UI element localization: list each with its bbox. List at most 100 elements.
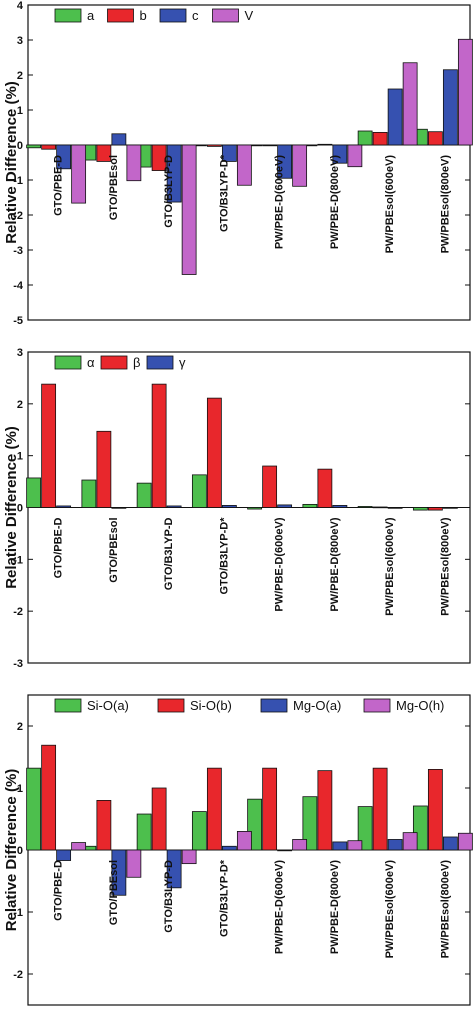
bar-β-6 <box>317 468 333 508</box>
bar-Mg-O(a)-1 <box>56 849 72 861</box>
legend-label: a <box>87 8 95 23</box>
y-tick-label: -3 <box>13 658 23 670</box>
bar-V-2 <box>126 144 142 182</box>
legend-label: Mg-O(h) <box>396 698 444 713</box>
bar-Mg-O(h)-4 <box>236 831 252 851</box>
bar-b-5 <box>262 144 278 147</box>
bar-Mg-O(h)-6 <box>347 840 363 851</box>
legend-swatch <box>146 355 174 370</box>
chart-panel-1: -5 -4 -3 -2 -1 0 1 2 3 4 Relative Difference (%) GT… <box>3 0 473 327</box>
category-label: PW/PBE-D(800eV) <box>329 155 341 249</box>
bar-Mg-O(a)-2 <box>111 849 127 896</box>
legend-label: α <box>87 355 95 370</box>
y-tick-label: -5 <box>13 315 23 327</box>
bar-V-8 <box>457 38 473 146</box>
category-label: GTO/PBEsol <box>108 860 120 925</box>
y-tick-label: 0 <box>17 140 23 152</box>
y-tick-label: -1 <box>13 175 23 187</box>
bar-Mg-O(h)-8 <box>457 832 473 851</box>
legend-label: c <box>192 8 199 23</box>
bar-V-5 <box>292 144 308 187</box>
y-tick-label: 2 <box>17 721 23 733</box>
category-label: GTO/B3LYP-D <box>163 860 175 933</box>
category-label: GTO/PBE-D <box>53 860 65 921</box>
legend: α β γ <box>54 355 186 370</box>
bar-Si-O(b)-7 <box>372 767 388 851</box>
legend-swatch <box>54 355 82 370</box>
y-tick-label: -2 <box>13 969 23 981</box>
legend-label: b <box>140 8 147 23</box>
y-tick-label: 2 <box>17 399 23 411</box>
legend-swatch <box>260 698 288 713</box>
bar-b-7 <box>372 131 388 146</box>
y-axis-title: Relative Difference (%) <box>3 81 20 244</box>
category-label: PW/PBE-D(600eV) <box>274 155 286 249</box>
bar-Si-O(a)-3 <box>136 813 152 851</box>
legend-swatch <box>363 698 391 713</box>
bar-V-7 <box>402 62 418 146</box>
legend-swatch <box>54 698 82 713</box>
y-tick-label: 2 <box>17 70 23 82</box>
category-label: PW/PBEsol(600eV) <box>384 155 396 254</box>
bar-b-3 <box>151 144 167 171</box>
category-label: GTO/B3LYP-D* <box>218 517 230 595</box>
bar-α-4 <box>191 474 207 508</box>
bar-c-6 <box>332 144 348 164</box>
bar-Si-O(b)-3 <box>151 787 167 851</box>
category-label: PW/PBEsol(600eV) <box>384 517 396 616</box>
y-tick-label: -1 <box>13 554 23 566</box>
bar-Si-O(a)-7 <box>357 806 373 851</box>
bar-V-4 <box>236 144 252 186</box>
bar-Si-O(b)-5 <box>262 767 278 851</box>
bar-β-1 <box>41 383 57 508</box>
bar-γ-4 <box>221 505 237 508</box>
bar-Si-O(b)-2 <box>96 800 112 851</box>
legend-swatch <box>54 8 82 23</box>
bar-α-1 <box>26 477 42 508</box>
legend-label: V <box>245 8 254 23</box>
y-axis-title: Relative Difference (%) <box>3 426 20 589</box>
bar-V-6 <box>347 144 363 168</box>
legend-swatch <box>107 8 134 23</box>
bar-α-3 <box>136 482 152 508</box>
category-label: PW/PBE-D(600eV) <box>274 860 286 954</box>
y-tick-label: -1 <box>13 907 23 919</box>
bar-Si-O(b)-1 <box>41 744 57 851</box>
plot-frame <box>27 4 471 321</box>
bar-α-8 <box>412 507 428 511</box>
bar-Si-O(b)-6 <box>317 770 333 851</box>
bar-α-2 <box>81 479 97 508</box>
bar-Mg-O(a)-5 <box>277 849 293 852</box>
legend-label: γ <box>179 355 186 370</box>
bar-Mg-O(h)-7 <box>402 832 418 851</box>
category-label: GTO/B3LYP-D <box>163 517 175 590</box>
category-label: GTO/PBEsol <box>108 518 120 583</box>
bar-Mg-O(a)-7 <box>387 839 403 851</box>
bar-V-3 <box>181 144 197 275</box>
y-tick-label: 3 <box>17 347 23 359</box>
bar-b-1 <box>41 144 57 150</box>
legend: Si-O(a) Si-O(b) Mg-O(a) Mg-O(h) <box>54 698 444 713</box>
bar-V-1 <box>71 144 87 204</box>
bar-b-2 <box>96 144 112 162</box>
y-tick-label: 3 <box>17 35 23 47</box>
bar-Mg-O(a)-8 <box>442 836 458 851</box>
bar-γ-3 <box>166 505 182 508</box>
bar-γ-5 <box>277 504 293 508</box>
category-label: PW/PBE-D(800eV) <box>329 517 341 611</box>
category-label: GTO/PBE-D <box>53 155 65 216</box>
bar-γ-8 <box>442 507 458 509</box>
bar-α-7 <box>357 506 373 508</box>
bar-c-3 <box>166 144 182 203</box>
category-label: GTO/B3LYP-D* <box>218 154 230 232</box>
legend-swatch <box>157 698 185 713</box>
bar-Mg-O(h)-5 <box>292 839 308 851</box>
category-label: PW/PBE-D(800eV) <box>329 860 341 954</box>
legend-swatch <box>212 8 239 23</box>
bar-α-5 <box>247 507 263 510</box>
bar-Mg-O(h)-2 <box>126 849 142 878</box>
bar-b-6 <box>317 143 333 146</box>
y-tick-label: 1 <box>17 105 23 117</box>
category-label: PW/PBEsol(800eV) <box>439 517 451 616</box>
bar-a-7 <box>357 130 373 146</box>
